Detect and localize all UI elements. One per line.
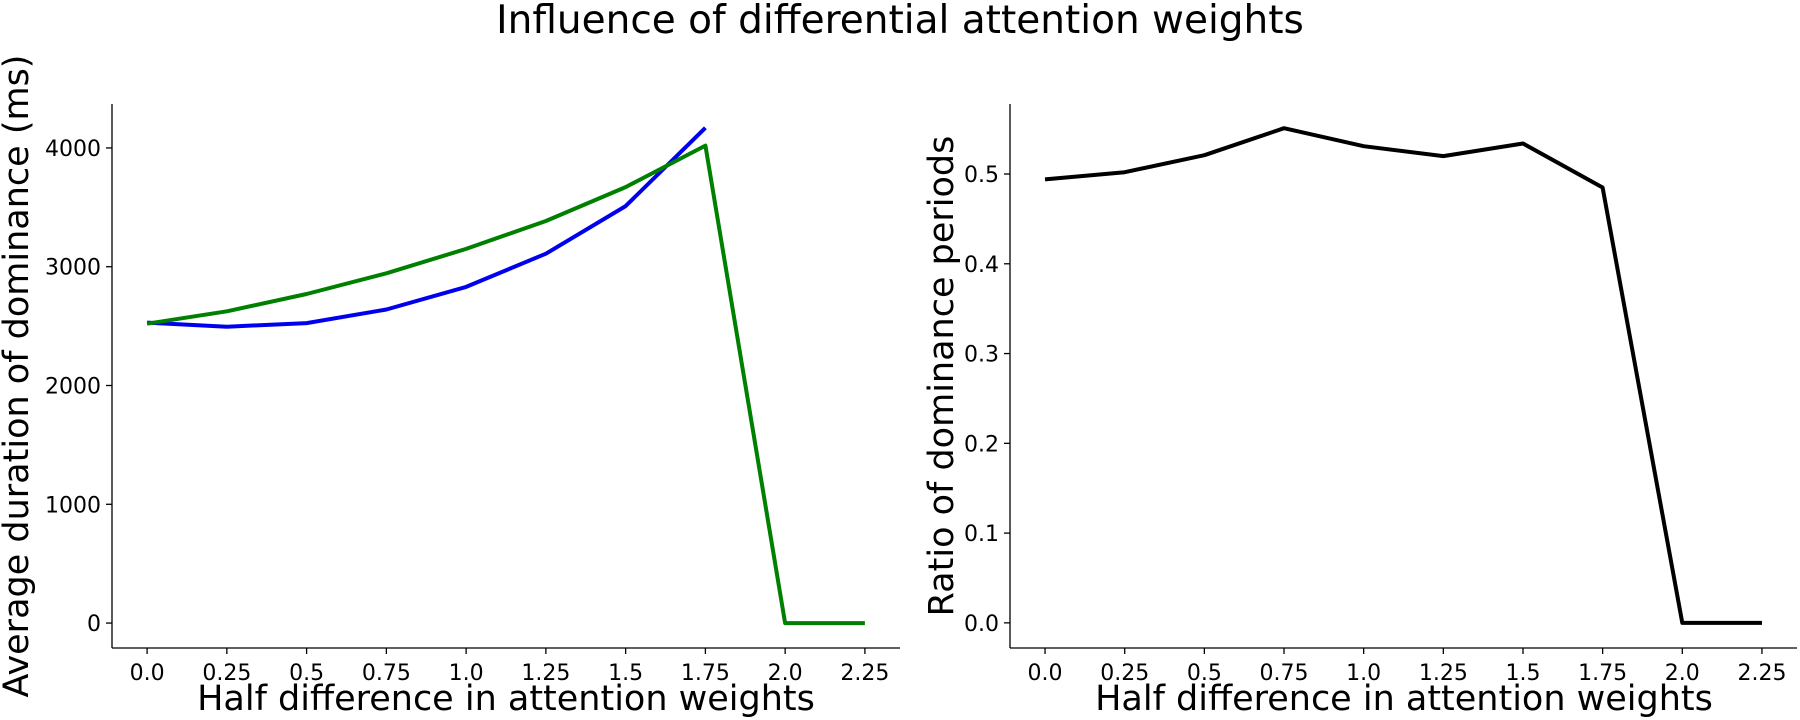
y-tick-label: 0.4 <box>964 253 999 278</box>
y-tick-label: 0 <box>87 612 101 637</box>
x-ticks: 0.0 0.25 0.5 0.75 1.0 1.25 1.5 1.75 2.0 2.25 <box>130 648 889 686</box>
y-ticks: 0 1000 2000 3000 4000 <box>45 137 112 637</box>
y-axis-label: Average duration of dominance (ms) <box>0 55 37 698</box>
ratio-chart: 0.0 0.1 0.2 0.3 0.4 0.5 0.0 0.25 0.5 0.75 1.0 1.25… <box>922 104 1797 719</box>
y-tick-label: 0.1 <box>964 522 999 547</box>
x-tick-label: 0.0 <box>130 661 165 686</box>
x-tick-label: 1.5 <box>1505 661 1540 686</box>
y-ticks: 0.0 0.1 0.2 0.3 0.4 0.5 <box>964 163 1010 637</box>
x-axis-label: Half difference in attention weights <box>197 679 815 719</box>
x-tick-label: 0.75 <box>362 661 411 686</box>
series-lines <box>146 126 865 626</box>
y-tick-label: 3000 <box>45 256 101 281</box>
series-line-1 <box>1044 126 1762 625</box>
x-tick-label: 1.5 <box>608 661 643 686</box>
x-tick-label: 2.25 <box>1737 661 1786 686</box>
x-tick-label: 0.25 <box>202 661 251 686</box>
y-tick-label: 2000 <box>45 375 101 400</box>
x-tick-label: 1.25 <box>1419 661 1468 686</box>
x-tick-label: 1.0 <box>449 661 484 686</box>
y-tick-label: 1000 <box>45 493 101 518</box>
x-tick-label: 0.5 <box>289 661 324 686</box>
y-tick-label: 4000 <box>45 137 101 162</box>
x-tick-label: 1.75 <box>1578 661 1627 686</box>
y-tick-label: 0.0 <box>964 612 999 637</box>
series-line-2 <box>146 143 865 626</box>
y-tick-label: 0.2 <box>964 432 999 457</box>
x-tick-label: 1.0 <box>1346 661 1381 686</box>
x-tick-label: 1.75 <box>681 661 730 686</box>
x-tick-label: 0.75 <box>1260 661 1309 686</box>
x-tick-label: 0.25 <box>1100 661 1149 686</box>
series-lines <box>1044 126 1762 625</box>
y-axis-label: Ratio of dominance periods <box>922 136 962 617</box>
duration-chart: 0 1000 2000 3000 4000 0.0 0.25 0.5 0.75 1.0 1.25 1… <box>0 55 900 719</box>
x-axis-label: Half difference in attention weights <box>1095 679 1713 719</box>
x-tick-label: 2.25 <box>840 661 889 686</box>
series-line-1 <box>146 126 707 329</box>
x-tick-label: 1.25 <box>521 661 570 686</box>
x-tick-label: 0.5 <box>1187 661 1222 686</box>
y-tick-label: 0.5 <box>964 163 999 188</box>
y-tick-label: 0.3 <box>964 343 999 368</box>
x-tick-label: 2.0 <box>1665 661 1700 686</box>
x-tick-label: 0.0 <box>1028 661 1063 686</box>
x-ticks: 0.0 0.25 0.5 0.75 1.0 1.25 1.5 1.75 2.0 2.25 <box>1028 648 1786 686</box>
x-tick-label: 2.0 <box>768 661 803 686</box>
figure-title: Influence of differential attention weig… <box>496 0 1304 43</box>
